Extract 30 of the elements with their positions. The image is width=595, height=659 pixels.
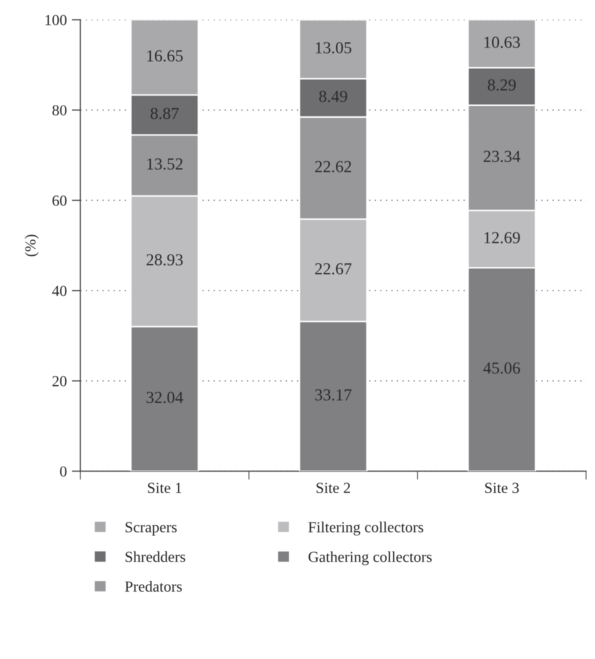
data-label: 8.49: [319, 90, 348, 102]
data-label: 28.93: [146, 254, 183, 266]
data-label: 8.29: [488, 79, 516, 91]
y-tick-label: 0: [60, 466, 67, 477]
y-tick-label: 100: [46, 14, 67, 26]
legend-label: Gathering collectors: [308, 551, 432, 566]
y-tick-label: 20: [52, 376, 67, 386]
x-tick-label: Site 1: [148, 482, 182, 494]
data-label: 16.65: [147, 50, 183, 62]
y-tick-label: 40: [52, 286, 67, 296]
y-tick-label: 60: [52, 195, 67, 206]
y-tick-label: 80: [52, 105, 67, 116]
legend-label: Filtering collectors: [308, 522, 424, 536]
x-tick-label: Site 2: [316, 482, 350, 494]
data-label: 22.67: [315, 263, 352, 275]
data-label: 13.05: [316, 42, 352, 54]
x-tick-label: Site 3: [485, 482, 519, 494]
data-label: 13.52: [147, 158, 182, 170]
data-label: 23.34: [484, 150, 520, 162]
data-label: 32.04: [146, 392, 184, 404]
legend-label: Scrapers: [126, 522, 177, 536]
legend-label: Predators: [125, 580, 182, 592]
data-label: 45.06: [483, 362, 520, 374]
data-label: 8.87: [150, 108, 179, 120]
y-axis-title: (%): [24, 234, 39, 256]
data-label: 12.69: [484, 232, 520, 244]
legend-label: Shredders: [126, 551, 186, 562]
data-label: 33.17: [315, 389, 352, 401]
data-label: 22.62: [315, 161, 352, 172]
data-label: 10.63: [484, 36, 520, 48]
